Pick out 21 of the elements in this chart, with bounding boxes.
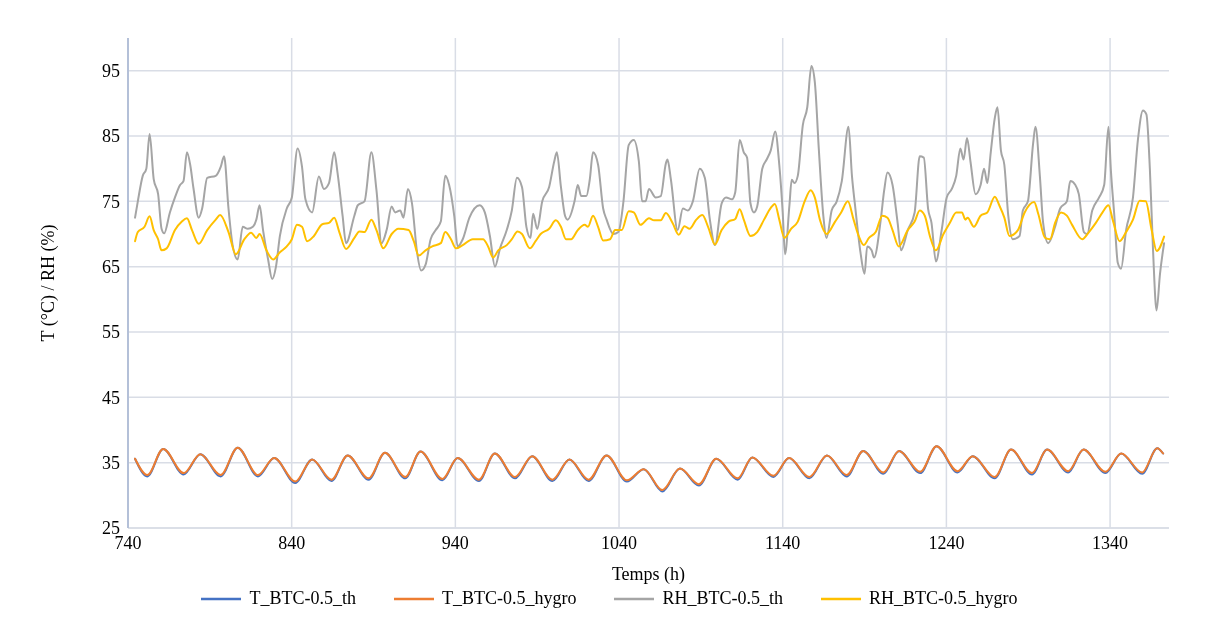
line-series: [134, 189, 1166, 261]
legend-label: T_BTC-0.5_hygro: [441, 588, 577, 609]
x-tick-label: 940: [441, 532, 469, 553]
y-tick-label: 65: [102, 257, 120, 278]
legend-label: T_BTC-0.5_th: [249, 588, 356, 609]
legend-label: RH_BTC-0.5_hygro: [869, 588, 1018, 609]
y-tick-label: 55: [102, 322, 120, 343]
legend-label: RH_BTC-0.5_th: [662, 588, 783, 609]
x-tick-label: 1240: [928, 532, 965, 553]
y-axis-title: T (°C) / RH (%): [38, 224, 60, 342]
y-tick-label: 75: [102, 191, 120, 212]
x-tick-label: 840: [278, 532, 306, 553]
y-tick-label: 95: [102, 61, 120, 82]
y-tick-label: 35: [102, 453, 120, 474]
x-axis-title: Temps (h): [611, 564, 686, 585]
y-tick-label: 85: [102, 126, 120, 147]
x-tick-label: 1340: [1092, 532, 1129, 553]
line-series: [134, 65, 1166, 312]
y-tick-label: 45: [102, 387, 120, 408]
x-tick-label: 1040: [601, 532, 638, 553]
x-tick-label: 1140: [765, 532, 801, 553]
